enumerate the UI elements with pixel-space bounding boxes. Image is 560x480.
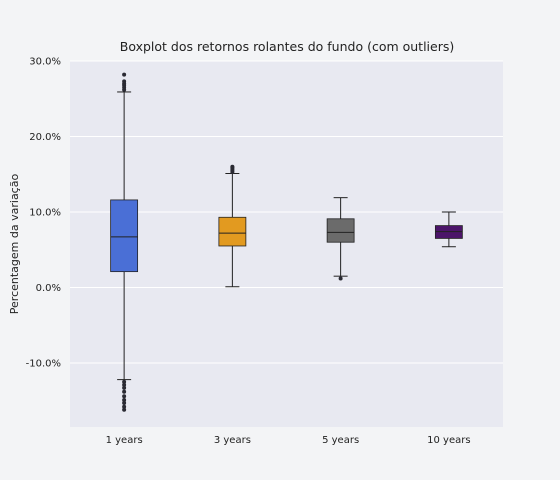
box-10-years: [434, 211, 463, 248]
plot-area: [70, 61, 503, 427]
y-tick-label: 30.0%: [29, 57, 61, 68]
outlier-point: [122, 72, 127, 77]
y-axis-label: Percentagem da variação: [8, 174, 21, 315]
gridlines: [70, 60, 503, 364]
box-iqr: [110, 199, 139, 273]
outlier-point: [122, 397, 127, 402]
box-iqr: [326, 218, 355, 243]
outlier-point: [122, 385, 127, 390]
y-tick-label: 10.0%: [29, 208, 61, 219]
boxes: [110, 72, 463, 412]
box-iqr: [218, 216, 247, 247]
y-ticks: 30.0% 20.0% 10.0% 0.0% -10.0%: [26, 57, 61, 370]
outlier-point: [122, 382, 127, 387]
y-tick-label: -10.0%: [26, 359, 61, 370]
y-tick-label: 0.0%: [36, 283, 61, 294]
outlier-point: [122, 389, 127, 394]
outlier-point: [122, 379, 127, 384]
outlier-point: [122, 79, 127, 84]
outlier-point: [122, 394, 127, 399]
x-tick-label: 5 years: [322, 435, 359, 446]
x-ticks: 1 years 3 years 5 years 10 years: [106, 435, 471, 446]
outlier-point: [230, 164, 235, 169]
x-tick-label: 10 years: [427, 435, 470, 446]
box-3-years: [218, 164, 247, 288]
outlier-point: [122, 407, 127, 412]
outlier-point: [338, 276, 343, 281]
outlier-point: [122, 404, 127, 409]
x-tick-label: 3 years: [214, 435, 251, 446]
outlier-point: [122, 401, 127, 406]
box-1-years: [110, 72, 139, 412]
x-tick-label: 1 years: [106, 435, 143, 446]
chart-title: Boxplot dos retornos rolantes do fundo (…: [120, 39, 455, 54]
y-tick-label: 20.0%: [29, 132, 61, 143]
box-5-years: [326, 197, 355, 281]
